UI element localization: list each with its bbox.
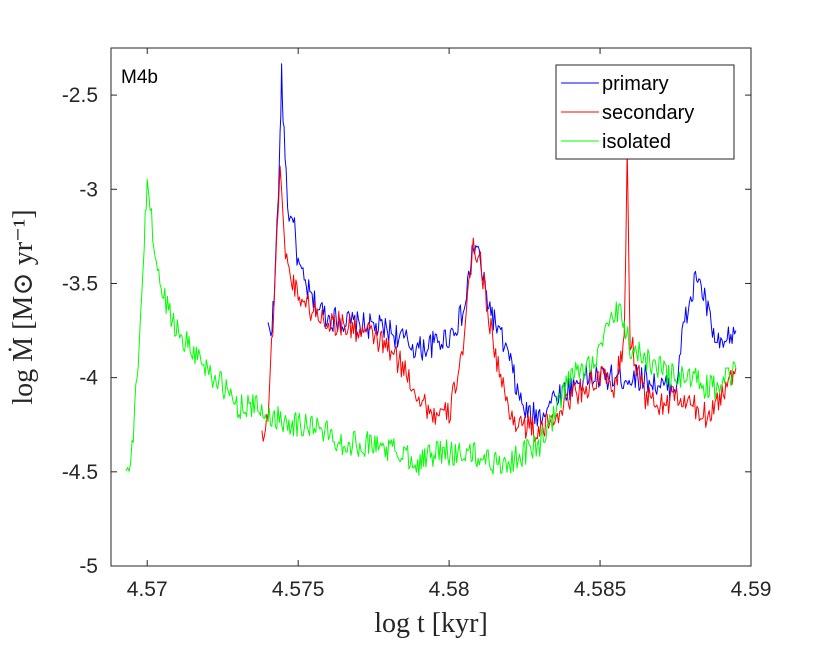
legend: primary secondary isolated bbox=[555, 64, 735, 160]
panel-label: M4b bbox=[121, 67, 158, 88]
plot-frame bbox=[110, 47, 752, 567]
y-tick-label: -3.5 bbox=[62, 272, 98, 295]
x-tick-label: 4.575 bbox=[272, 578, 325, 601]
y-tick-label: -4.5 bbox=[62, 461, 98, 484]
legend-label-primary: primary bbox=[602, 73, 669, 95]
x-tick-label: 4.58 bbox=[429, 578, 470, 601]
ticks-layer: 4.57 4.575 4.58 4.585 4.59 -5 -4.5 -4 -3.5 -3 -2.5 bbox=[62, 48, 772, 601]
y-tick-label: -5 bbox=[79, 555, 98, 578]
y-tick-label: -2.5 bbox=[62, 84, 98, 107]
series-line-secondary bbox=[261, 148, 737, 443]
x-tick-label: 4.59 bbox=[731, 578, 772, 601]
y-tick-label: -4 bbox=[79, 367, 98, 390]
x-axis-title: log t [kyr] bbox=[374, 608, 488, 639]
x-tick-label: 4.585 bbox=[574, 578, 627, 601]
series-line-isolated bbox=[125, 178, 737, 476]
y-tick-label: -3 bbox=[79, 178, 98, 201]
series-layer bbox=[125, 63, 737, 476]
x-tick-label: 4.57 bbox=[127, 578, 168, 601]
y-axis-title: log Ṁ [M⊙ yr⁻¹] bbox=[8, 209, 39, 404]
legend-label-secondary: secondary bbox=[602, 102, 694, 124]
legend-label-isolated: isolated bbox=[602, 131, 671, 153]
